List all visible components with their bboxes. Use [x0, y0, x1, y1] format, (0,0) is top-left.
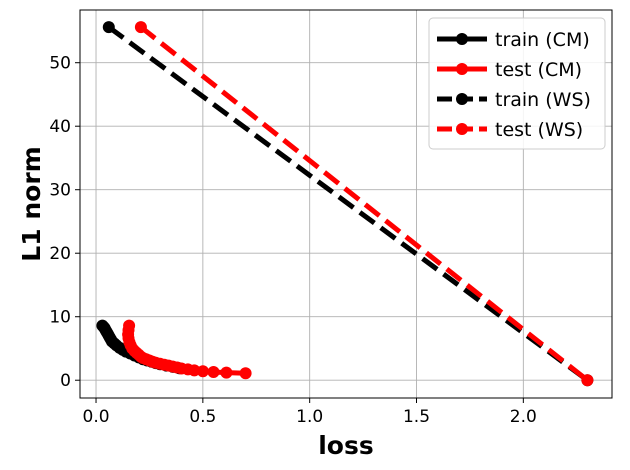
legend-marker [456, 123, 468, 135]
x-tick-label: 0.0 [83, 407, 110, 427]
x-tick-label: 0.5 [189, 407, 216, 427]
y-axis-label: L1 norm [17, 146, 46, 261]
y-tick-label: 30 [49, 181, 71, 201]
x-tick-label: 1.5 [403, 407, 430, 427]
y-tick-label: 10 [49, 308, 71, 328]
legend-item: test (WS) [437, 119, 583, 141]
y-tick-label: 50 [49, 54, 71, 74]
series-test-cm [122, 319, 252, 380]
legend-marker [456, 63, 468, 75]
data-point [207, 366, 220, 378]
legend-item: train (CM) [437, 29, 590, 51]
legend-label: test (CM) [495, 59, 582, 81]
y-tick-label: 0 [60, 371, 71, 391]
legend-marker [456, 33, 468, 45]
legend-item: test (CM) [437, 59, 582, 81]
ticks: 0.0 0.5 1.0 1.5 2.0 0 10 20 30 40 50 [49, 54, 536, 427]
data-point [196, 365, 209, 378]
x-tick-label: 1.0 [296, 407, 323, 427]
data-point [239, 367, 252, 380]
legend-marker [456, 93, 468, 105]
series-line [139, 25, 589, 383]
legend-label: test (WS) [495, 119, 583, 141]
series-line [107, 25, 589, 383]
legend: train (CM) test (CM) train (WS) test (WS) [428, 17, 606, 150]
legend-item: train (WS) [437, 89, 591, 111]
plot-frame [79, 9, 613, 399]
data-point [581, 374, 594, 387]
y-tick-label: 40 [49, 117, 71, 137]
series-layer [96, 21, 594, 387]
data-point [220, 366, 233, 379]
series-test-ws [134, 21, 594, 387]
data-point [102, 21, 115, 34]
data-point [134, 21, 147, 34]
legend-box [428, 17, 606, 150]
x-axis-label: loss [318, 431, 374, 460]
x-tick-label: 2.0 [510, 407, 537, 427]
legend-label: train (WS) [495, 89, 591, 111]
y-tick-label: 20 [49, 244, 71, 264]
legend-label: train (CM) [495, 29, 590, 51]
